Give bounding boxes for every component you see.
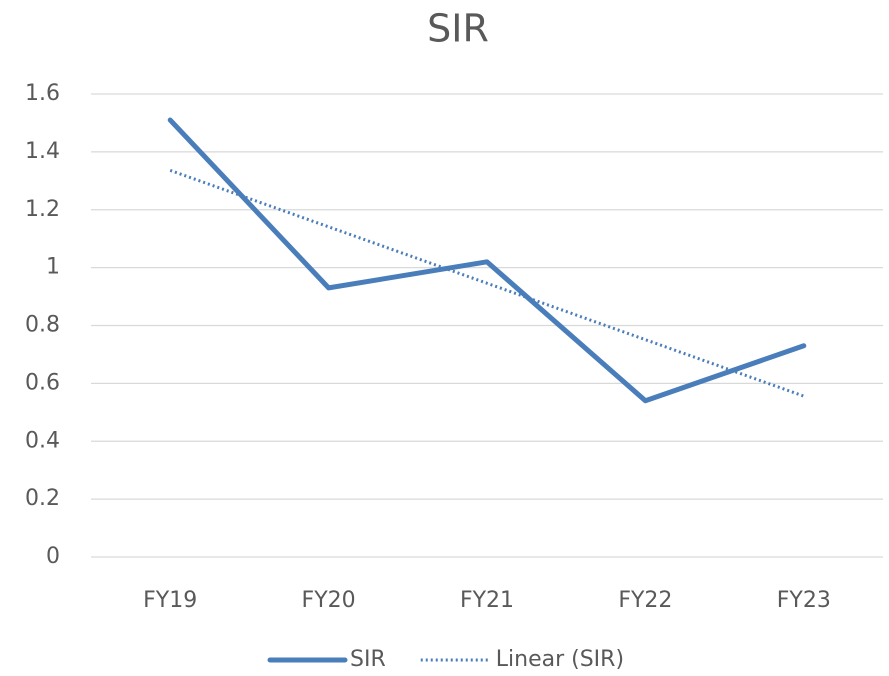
y-tick-label: 1.2 [25,197,60,222]
series-line [169,168,805,398]
y-tick-label: 0 [46,544,60,569]
x-tick-label: FY20 [302,588,356,613]
chart-title: SIR [427,7,489,51]
y-tick-label: 0.6 [25,370,60,395]
legend-label: Linear (SIR) [496,647,624,672]
y-tick-label: 1 [46,255,60,280]
x-tick-label: FY19 [143,588,197,613]
legend-label: SIR [350,647,386,672]
x-tick-label: FY23 [777,588,831,613]
y-tick-label: 1.6 [25,81,60,106]
x-tick-label: FY21 [460,588,514,613]
series-line [167,117,807,404]
y-tick-label: 0.4 [25,428,60,453]
y-tick-label: 0.2 [25,486,60,511]
x-tick-label: FY22 [618,588,672,613]
y-tick-label: 1.4 [25,139,60,164]
y-tick-label: 0.8 [25,313,60,338]
